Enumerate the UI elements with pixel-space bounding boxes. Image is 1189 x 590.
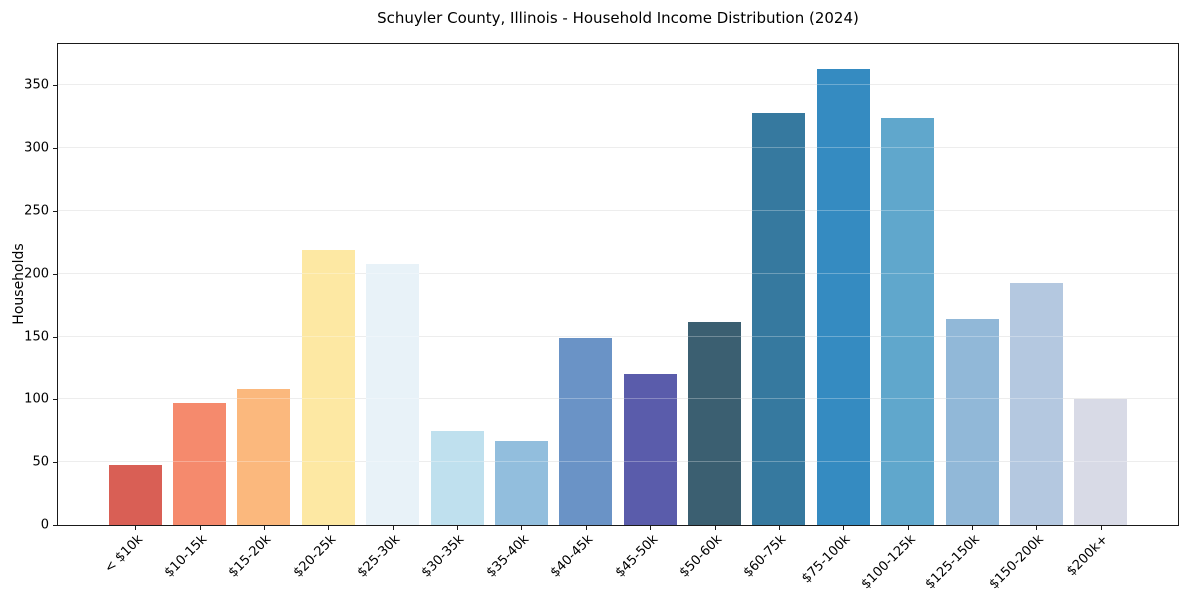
bar-$75-100k [816, 69, 870, 525]
x-tick-label: $45-50k [612, 532, 661, 581]
gridline-overlay [58, 461, 1178, 463]
x-tick-label: $60-75k [741, 532, 790, 581]
y-tick-label: 150 [24, 329, 49, 345]
y-tick [53, 85, 57, 87]
gridline-overlay [58, 398, 1178, 400]
x-tick-label: $75-100k [799, 532, 854, 587]
x-tick [843, 526, 845, 530]
x-tick-label: $20-25k [290, 532, 339, 581]
bar-$20-25k [301, 249, 355, 525]
bar-$200k+ [1074, 399, 1128, 525]
x-tick [650, 526, 652, 530]
gridline [58, 84, 1178, 86]
gridline-overlay [58, 147, 1178, 149]
gridline [58, 147, 1178, 149]
y-tick-label: 200 [24, 266, 49, 282]
bar-$40-45k [559, 337, 613, 525]
x-tick-label: $40-45k [547, 532, 597, 581]
bar-$35-40k [494, 440, 548, 525]
x-tick-label: $25-30k [354, 532, 404, 581]
bar-< $10k [108, 464, 162, 525]
y-tick-label: 100 [24, 391, 49, 407]
bar-$15-20k [237, 389, 291, 525]
x-tick [714, 526, 716, 530]
gridline-overlay [58, 210, 1178, 212]
gridline [58, 210, 1178, 212]
x-tick [972, 526, 974, 530]
plot-area [57, 43, 1179, 526]
x-tick-label: $10-15k [161, 532, 211, 581]
bar-$100-125k [881, 118, 935, 525]
x-tick [778, 526, 780, 530]
y-axis-label: Households [11, 243, 27, 325]
x-tick [1100, 526, 1102, 530]
y-tick-label: 50 [32, 454, 49, 470]
x-tick [328, 526, 330, 530]
y-tick [53, 336, 57, 338]
gridline [58, 335, 1178, 337]
y-tick-label: 0 [40, 517, 49, 533]
x-tick [907, 526, 909, 530]
gridline-overlay [58, 84, 1178, 86]
chart-title: Schuyler County, Illinois - Household In… [377, 9, 859, 27]
y-tick-label: 350 [24, 77, 49, 93]
bar-$150-200k [1009, 282, 1063, 525]
x-tick-label: $100-125k [858, 532, 919, 590]
x-tick [457, 526, 459, 530]
x-tick-label: $35-40k [483, 532, 533, 581]
y-tick-label: 300 [24, 140, 49, 156]
x-tick-label: $50-60k [676, 532, 726, 581]
y-tick-label: 250 [24, 203, 49, 219]
gridline [58, 461, 1178, 463]
x-tick-label: < $10k [101, 532, 146, 577]
x-tick-label: $15-20k [226, 532, 275, 581]
gridline-overlay [58, 272, 1178, 274]
y-tick [53, 148, 57, 150]
bar-$25-30k [366, 263, 420, 525]
gridline-overlay [58, 335, 1178, 337]
x-tick [585, 526, 587, 530]
y-tick [53, 211, 57, 213]
x-tick-label: $125-150k [922, 532, 983, 590]
x-tick-label: $30-35k [419, 532, 468, 581]
x-tick [263, 526, 265, 530]
y-tick [53, 525, 57, 526]
x-tick-label: $150-200k [986, 532, 1048, 590]
bar-$125-150k [945, 319, 999, 525]
bar-$30-35k [430, 430, 484, 525]
gridline [58, 272, 1178, 274]
x-tick [392, 526, 394, 530]
x-tick [1036, 526, 1038, 530]
y-tick [53, 462, 57, 464]
x-tick-label: $200k+ [1064, 532, 1112, 580]
bar-$60-75k [752, 113, 806, 525]
y-tick [53, 399, 57, 401]
x-tick [199, 526, 201, 530]
bar-$45-50k [623, 374, 677, 525]
y-tick [53, 273, 57, 275]
bar-$50-60k [688, 321, 742, 525]
x-tick [521, 526, 523, 530]
gridline [58, 398, 1178, 400]
x-tick [135, 526, 137, 530]
bar-$10-15k [173, 403, 227, 525]
